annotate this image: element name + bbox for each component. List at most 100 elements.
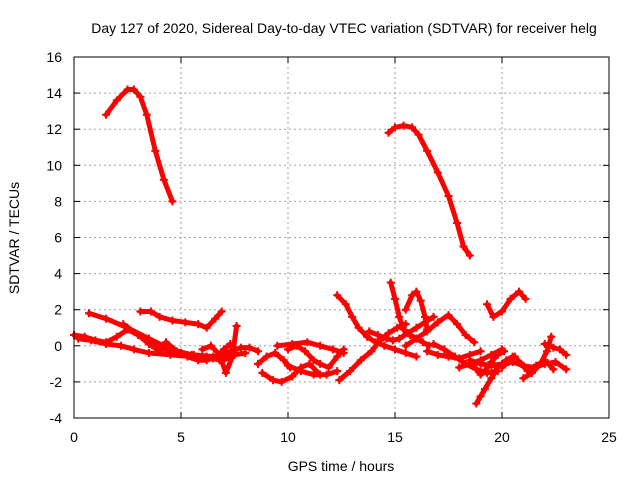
data-point-marker xyxy=(254,359,263,368)
data-point-marker xyxy=(168,316,177,325)
y-tick-label: 2 xyxy=(54,302,62,318)
data-point-marker xyxy=(84,309,93,318)
data-point-marker xyxy=(279,356,288,365)
series-trace xyxy=(484,289,528,320)
data-point-marker xyxy=(510,352,519,361)
data-point-marker xyxy=(348,312,357,321)
data-point-marker xyxy=(386,278,395,287)
data-point-marker xyxy=(444,191,453,200)
data-point-marker xyxy=(459,242,468,251)
data-point-marker xyxy=(476,347,485,356)
data-point-marker xyxy=(316,359,325,368)
data-point-marker xyxy=(333,367,342,376)
series-arc-16 xyxy=(333,291,421,361)
data-point-marker xyxy=(339,349,348,358)
data-point-marker xyxy=(399,325,408,334)
data-point-marker xyxy=(354,323,363,332)
data-point-marker xyxy=(232,321,241,330)
data-point-marker xyxy=(517,359,526,368)
y-tick-label: 10 xyxy=(46,157,62,173)
data-point-marker xyxy=(112,96,121,105)
data-point-marker xyxy=(555,345,564,354)
data-point-marker xyxy=(288,372,297,381)
data-point-marker xyxy=(489,312,498,321)
chart-title: Day 127 of 2020, Sidereal Day-to-day VTE… xyxy=(91,20,597,36)
series-trace xyxy=(386,123,473,258)
data-point-marker xyxy=(211,314,220,323)
data-point-marker xyxy=(328,345,337,354)
data-point-marker xyxy=(401,349,410,358)
x-tick-label: 15 xyxy=(387,429,403,445)
data-point-marker xyxy=(217,307,226,316)
data-point-marker xyxy=(391,123,399,132)
data-point-marker xyxy=(540,339,549,348)
data-point-marker xyxy=(129,85,138,94)
series-arc-6 xyxy=(136,307,226,332)
x-tick-label: 10 xyxy=(280,429,296,445)
data-point-marker xyxy=(547,332,556,341)
y-tick-label: 14 xyxy=(46,85,62,101)
data-point-marker xyxy=(102,110,111,119)
data-point-marker xyxy=(305,359,314,368)
data-point-marker xyxy=(401,305,410,314)
data-point-marker xyxy=(288,339,297,348)
data-point-marker xyxy=(333,352,342,361)
data-point-marker xyxy=(183,352,192,361)
data-point-marker xyxy=(401,341,410,350)
data-point-marker xyxy=(134,330,143,339)
y-tick-label: 8 xyxy=(54,193,62,209)
data-point-marker xyxy=(429,312,438,321)
data-point-marker xyxy=(519,374,528,383)
series-arc-11 xyxy=(254,349,295,372)
data-point-marker xyxy=(405,330,414,339)
data-point-marker xyxy=(487,374,496,383)
y-tick-label: 6 xyxy=(54,230,62,246)
data-point-marker xyxy=(144,349,153,358)
data-point-marker xyxy=(119,320,128,329)
data-point-marker xyxy=(450,352,459,361)
data-point-marker xyxy=(226,347,235,356)
series-arc-15 xyxy=(284,361,342,379)
data-point-marker xyxy=(333,291,342,300)
grid-lines xyxy=(74,57,609,418)
data-point-marker xyxy=(129,345,138,354)
data-point-marker xyxy=(102,314,111,323)
data-point-marker xyxy=(506,294,515,303)
data-point-marker xyxy=(277,377,286,386)
data-point-marker xyxy=(303,338,312,347)
data-point-marker xyxy=(472,365,481,374)
data-point-marker xyxy=(391,294,399,303)
data-point-marker xyxy=(444,311,453,320)
data-point-marker xyxy=(408,123,417,132)
data-point-marker xyxy=(536,359,545,368)
series-trace xyxy=(334,292,419,360)
data-point-marker xyxy=(500,347,509,356)
data-point-marker xyxy=(367,347,376,356)
data-point-marker xyxy=(258,368,267,377)
data-point-marker xyxy=(465,356,474,365)
data-point-marker xyxy=(194,320,203,329)
data-point-marker xyxy=(202,356,211,365)
data-point-marker xyxy=(296,367,305,376)
data-point-marker xyxy=(363,332,372,341)
data-point-marker xyxy=(151,341,160,350)
data-point-marker xyxy=(215,350,224,359)
data-point-marker xyxy=(236,343,245,352)
y-tick-label: 12 xyxy=(46,121,62,137)
series-trace xyxy=(103,87,175,204)
data-point-marker xyxy=(472,399,481,408)
series-arc-28 xyxy=(483,287,530,321)
data-point-marker xyxy=(393,323,402,332)
data-point-marker xyxy=(476,370,485,379)
data-point-marker xyxy=(542,347,551,356)
data-point-marker xyxy=(504,358,513,367)
data-point-marker xyxy=(228,352,237,361)
series-arc-19 xyxy=(386,278,434,350)
data-point-marker xyxy=(136,92,145,101)
data-point-marker xyxy=(549,343,558,352)
data-point-marker xyxy=(384,128,393,137)
data-point-marker xyxy=(172,347,181,356)
data-point-marker xyxy=(356,356,365,365)
data-point-marker xyxy=(136,307,145,316)
data-point-marker xyxy=(461,330,470,339)
